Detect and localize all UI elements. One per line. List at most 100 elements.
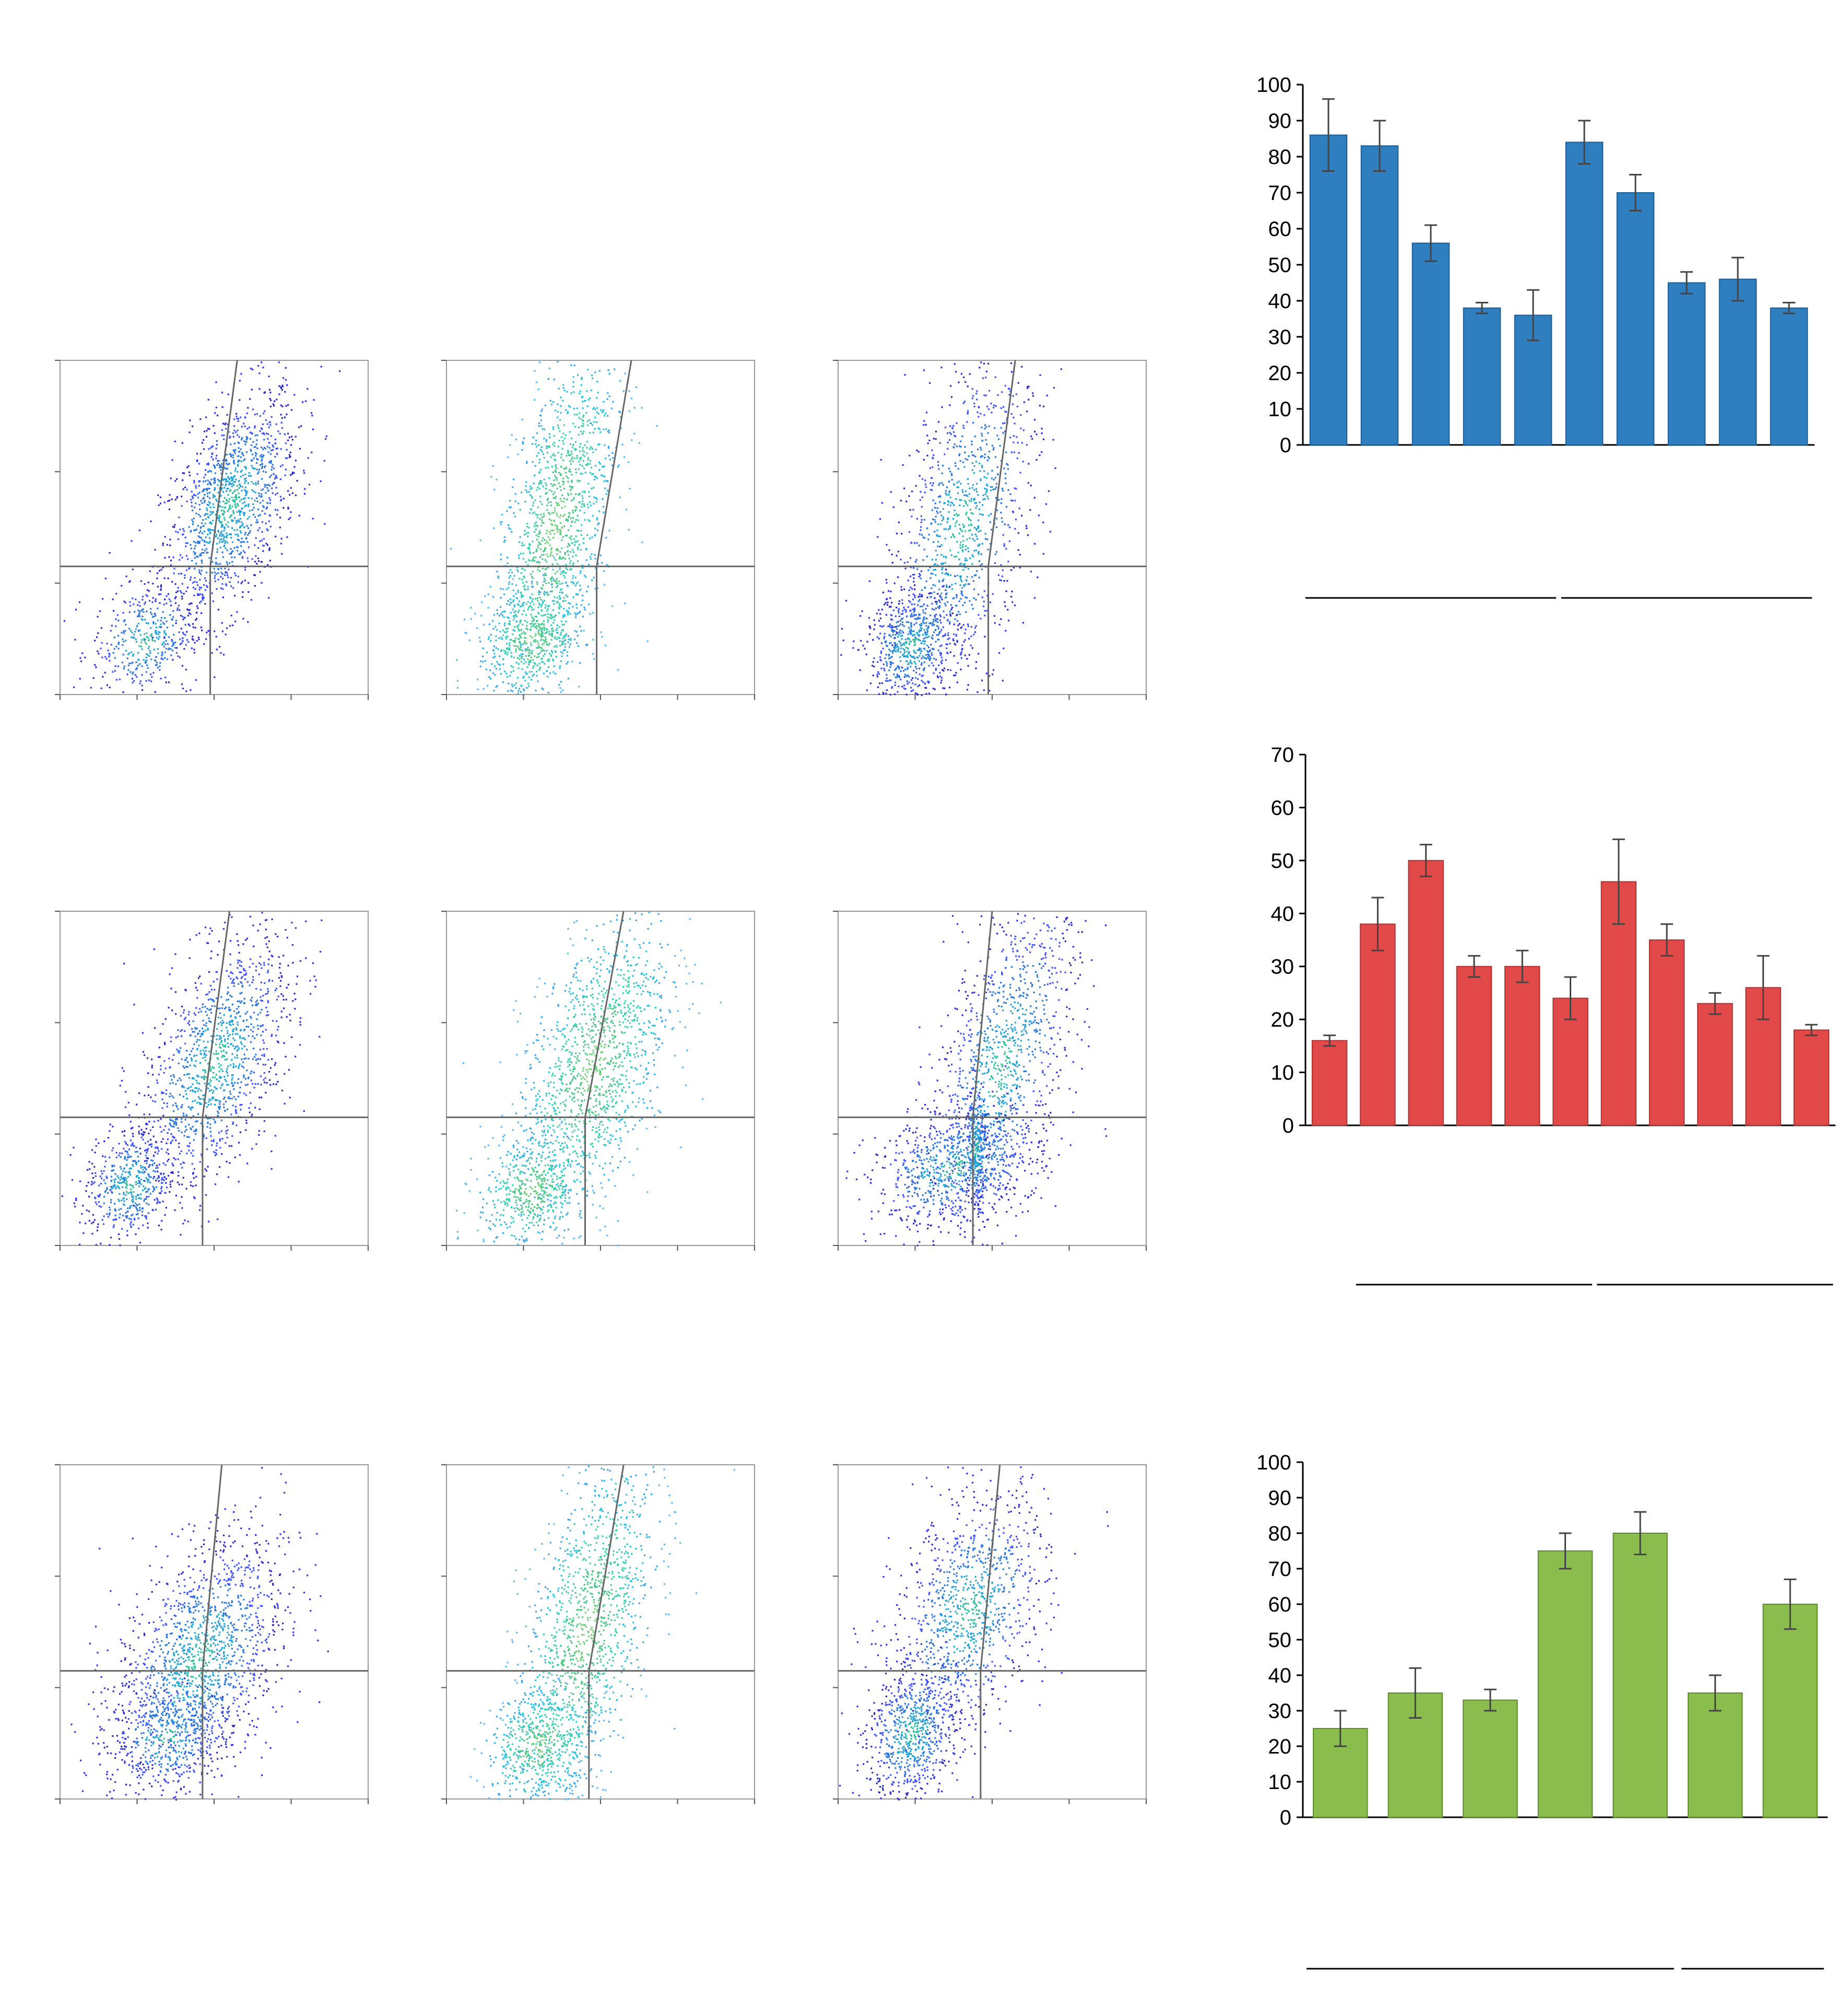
- scatter-point: [582, 422, 584, 425]
- scatter-point: [186, 489, 188, 491]
- scatter-point: [901, 621, 903, 624]
- scatter-point: [228, 533, 230, 535]
- scatter-point: [545, 467, 547, 469]
- scatter-point: [269, 398, 271, 400]
- scatter-point: [178, 538, 180, 540]
- scatter-point: [556, 479, 558, 481]
- scatter-point: [539, 666, 542, 668]
- scatter-point: [960, 446, 962, 448]
- scatter-point: [583, 512, 585, 514]
- scatter-point: [265, 432, 267, 434]
- scatter-point: [204, 522, 206, 524]
- scatter-point: [245, 468, 247, 470]
- scatter-point: [957, 574, 959, 577]
- scatter-point: [508, 647, 511, 649]
- scatter-point: [977, 525, 980, 527]
- scatter-point: [546, 650, 548, 652]
- scatter-point: [150, 673, 152, 675]
- scatter-point: [129, 601, 131, 603]
- scatter-point: [128, 581, 131, 583]
- scatter-point: [1011, 601, 1014, 603]
- scatter-point: [182, 631, 184, 633]
- scatter-point: [112, 652, 114, 654]
- scatter-point: [924, 687, 926, 689]
- scatter-point: [511, 656, 513, 658]
- scatter-point: [947, 638, 949, 640]
- scatter-point: [919, 617, 921, 619]
- scatter-point: [928, 622, 931, 625]
- scatter-point: [929, 614, 932, 616]
- scatter-point: [73, 686, 75, 688]
- scatter-point: [268, 389, 271, 391]
- scatter-point: [876, 613, 878, 615]
- scatter-point: [544, 428, 546, 430]
- scatter-point: [898, 666, 900, 668]
- scatter-point: [556, 528, 558, 530]
- scatter-point: [918, 647, 920, 650]
- scatter-point: [913, 669, 915, 672]
- scatter-point: [477, 688, 479, 690]
- scatter-point: [201, 559, 203, 561]
- scatter-point: [512, 608, 514, 610]
- scatter-point: [984, 610, 986, 612]
- scatter-point: [549, 544, 551, 546]
- scatter-point: [546, 533, 548, 535]
- scatter-point: [1015, 519, 1017, 521]
- scatter-point: [550, 551, 552, 553]
- scatter-point: [592, 431, 594, 433]
- scatter-point: [501, 513, 503, 516]
- scatter-point: [969, 487, 971, 489]
- scatter-point: [532, 504, 534, 507]
- scatter-point: [931, 587, 933, 589]
- scatter-point: [182, 687, 184, 690]
- scatter-point: [175, 591, 178, 593]
- scatter-point: [496, 661, 498, 663]
- scatter-point: [528, 649, 531, 651]
- scatter-point: [495, 647, 497, 649]
- scatter-point: [953, 624, 955, 626]
- scatter-point: [566, 663, 568, 665]
- scatter-point: [932, 485, 934, 487]
- scatter-point: [991, 445, 993, 447]
- scatter-point: [974, 631, 976, 633]
- scatter-point: [515, 687, 517, 689]
- scatter-point: [176, 647, 178, 649]
- scatter-point: [571, 661, 573, 663]
- scatter-point: [960, 590, 962, 593]
- scatter-point: [196, 640, 198, 642]
- scatter-point: [983, 476, 985, 478]
- scatter-point: [204, 514, 206, 516]
- scatter-point: [163, 630, 166, 632]
- scatter-point: [233, 463, 236, 465]
- scatter-point: [548, 512, 550, 514]
- scatter-point: [606, 563, 608, 566]
- scatter-point: [547, 621, 549, 623]
- scatter-point: [270, 435, 272, 437]
- scatter-point: [225, 483, 227, 485]
- scatter-point: [243, 497, 245, 499]
- scatter-point: [556, 512, 558, 514]
- scatter-point: [227, 494, 229, 496]
- scatter-point: [192, 521, 194, 523]
- scatter-point: [232, 478, 234, 480]
- scatter-point: [195, 562, 197, 565]
- scatter-point: [584, 519, 586, 521]
- scatter-point: [535, 381, 538, 383]
- scatter-point: [241, 541, 243, 543]
- scatter-point: [551, 635, 554, 638]
- scatter-point: [549, 614, 551, 616]
- scatter-point: [507, 653, 509, 656]
- scatter-point: [903, 606, 905, 608]
- scatter-point: [540, 609, 543, 611]
- scatter-point: [182, 533, 184, 535]
- scatter-point: [946, 584, 948, 586]
- scatter-point: [977, 526, 979, 528]
- scatter-point: [535, 439, 537, 441]
- scatter-point: [536, 619, 538, 621]
- scatter-point: [137, 615, 139, 617]
- scatter-point: [223, 527, 226, 530]
- scatter-point: [886, 544, 888, 546]
- scatter-point: [192, 623, 194, 625]
- scatter-point: [182, 479, 184, 481]
- scatter-point: [525, 650, 527, 652]
